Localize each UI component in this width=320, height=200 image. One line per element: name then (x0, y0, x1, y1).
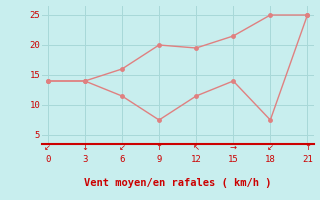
Text: ↙: ↙ (44, 143, 51, 152)
Text: →: → (230, 143, 237, 152)
Text: ↓: ↓ (81, 143, 88, 152)
Text: ↑: ↑ (304, 143, 311, 152)
X-axis label: Vent moyen/en rafales ( km/h ): Vent moyen/en rafales ( km/h ) (84, 178, 271, 188)
Text: ↖: ↖ (193, 143, 200, 152)
Text: ↙: ↙ (267, 143, 274, 152)
Text: ↙: ↙ (118, 143, 125, 152)
Text: ↑: ↑ (156, 143, 163, 152)
